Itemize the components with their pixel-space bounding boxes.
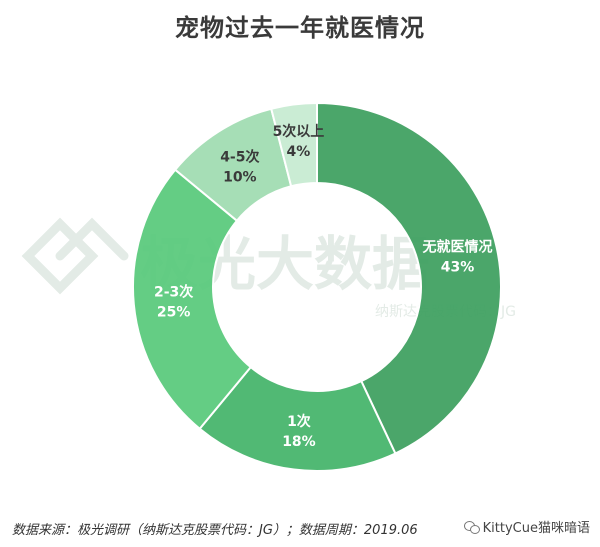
slice-value-2: 25% [157, 305, 191, 321]
slice-4 [270, 101, 318, 188]
slice-label-0: 无就医情况 [422, 239, 493, 256]
watermark-logo [21, 217, 129, 295]
slice-value-3: 10% [223, 169, 257, 185]
slice-2 [132, 168, 253, 431]
slice-value-1: 18% [282, 434, 316, 450]
slice-1 [198, 365, 397, 472]
wechat-icon [463, 520, 480, 534]
data-source-note: 数据来源：极光调研（纳斯达克股票代码：JG）；数据周期：2019.06 [12, 523, 418, 538]
slice-labels: 无就医情况 43% 1次 18% 2-3次 25% 4-5次 10% 5次以上 4% [154, 123, 493, 450]
slice-value-4: 4% [287, 144, 311, 160]
slice-value-0: 43% [441, 260, 475, 276]
donut-slices [132, 101, 502, 472]
brand-watermark: KittyCue猫咪暗语 [463, 517, 590, 536]
slice-label-2: 2-3次 [154, 284, 193, 301]
slice-label-3: 4-5次 [220, 148, 259, 165]
slice-0 [316, 101, 502, 455]
brand-label: KittyCue猫咪暗语 [482, 521, 590, 536]
slice-label-4: 5次以上 [273, 123, 325, 140]
chart-title: 宠物过去一年就医情况 [175, 14, 425, 42]
slice-label-1: 1次 [287, 413, 311, 430]
